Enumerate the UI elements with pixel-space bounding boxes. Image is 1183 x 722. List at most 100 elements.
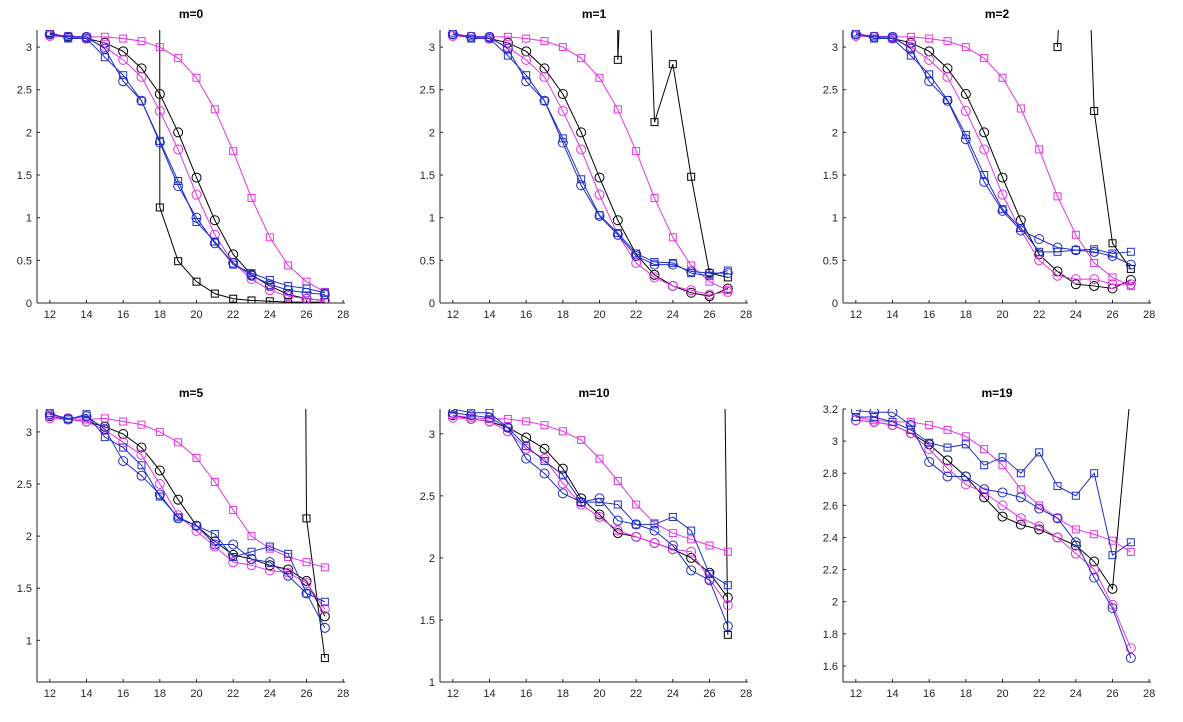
marker-square <box>943 425 952 434</box>
marker-square <box>302 284 311 293</box>
marker-square <box>265 275 274 284</box>
marker-square <box>705 271 714 280</box>
marker-circle <box>1089 274 1100 285</box>
marker-square <box>613 55 622 64</box>
plot-area <box>447 409 733 639</box>
subplot: m=1 0 0.5 1 1.5 2 2.5 3 12 14 16 18 20 22 24 26 28 <box>420 7 753 321</box>
marker-square <box>192 453 201 462</box>
subplot: m=10 1 1.5 2 2.5 3 12 14 16 18 20 22 24 26 28 <box>420 386 753 700</box>
marker-circle <box>44 413 55 424</box>
marker-circle <box>960 479 971 490</box>
marker-square <box>558 43 567 52</box>
marker-square <box>265 542 274 551</box>
marker-circle <box>539 95 550 106</box>
marker-square <box>192 277 201 286</box>
marker-circle <box>154 106 165 117</box>
marker-circle <box>319 289 330 300</box>
marker-circle <box>576 499 587 510</box>
y-tick-label: 0 <box>26 298 32 310</box>
x-tick-label: 16 <box>117 309 129 321</box>
marker-circle <box>173 494 184 505</box>
marker-square <box>82 34 91 43</box>
marker-square <box>687 526 696 535</box>
x-tick-label: 14 <box>80 309 92 321</box>
series-line <box>49 33 326 293</box>
marker-square <box>1108 249 1117 258</box>
marker-square <box>174 257 183 266</box>
subplot: m=19 1.6 1.8 2 2.2 2.4 2.6 2.8 3 3.2 12 14 16 18 20 22 2… <box>823 386 1156 700</box>
marker-square <box>210 289 219 298</box>
x-tick-label: 14 <box>483 309 495 321</box>
marker-square <box>1035 145 1044 154</box>
x-tick-label: 20 <box>593 309 605 321</box>
marker-circle <box>319 611 330 622</box>
marker-square <box>632 520 641 529</box>
marker-square <box>522 71 531 80</box>
marker-square <box>210 530 219 539</box>
marker-square <box>980 171 989 180</box>
marker-square <box>577 54 586 63</box>
marker-square <box>503 51 512 60</box>
marker-square <box>595 498 604 507</box>
marker-circle <box>704 289 715 300</box>
marker-square <box>247 296 256 303</box>
marker-circle <box>521 443 532 454</box>
y-tick-label: 0 <box>832 298 838 310</box>
y-tick-label: 1.6 <box>823 661 838 673</box>
marker-circle <box>1052 513 1063 524</box>
marker-circle <box>722 286 733 297</box>
marker-circle <box>283 564 294 575</box>
x-tick-label: 12 <box>447 688 459 700</box>
marker-circle <box>209 238 220 249</box>
series-line <box>452 33 729 291</box>
marker-circle <box>887 409 898 418</box>
x-tick-label: 14 <box>483 688 495 700</box>
series-line <box>49 33 325 301</box>
marker-square <box>192 521 201 530</box>
marker-circle <box>576 144 587 155</box>
series-line <box>452 414 728 553</box>
x-tick-label: 12 <box>44 309 56 321</box>
y-tick-label: 2 <box>429 553 435 565</box>
marker-circle <box>576 127 587 138</box>
y-tick-label: 3 <box>832 42 838 54</box>
x-tick-label: 24 <box>667 688 679 700</box>
y-tick-label: 2 <box>26 531 32 543</box>
marker-square <box>522 442 531 451</box>
marker-circle <box>649 538 660 549</box>
marker-square <box>448 409 457 413</box>
y-tick-label: 3 <box>26 427 32 439</box>
y-tick-label: 2 <box>832 597 838 609</box>
series-line <box>855 33 1132 266</box>
x-tick-label: 26 <box>703 309 715 321</box>
y-tick-label: 1.8 <box>823 629 838 641</box>
x-tick-label: 26 <box>703 688 715 700</box>
plot-area <box>850 409 1136 663</box>
marker-square <box>302 558 311 567</box>
marker-circle <box>1034 521 1045 532</box>
series-line <box>305 409 326 659</box>
marker-square <box>851 413 860 422</box>
series-line <box>855 33 1132 287</box>
marker-square <box>284 261 293 270</box>
marker-square <box>723 286 732 295</box>
marker-square <box>998 205 1007 214</box>
marker-circle <box>301 588 312 599</box>
marker-square <box>503 414 512 423</box>
marker-circle <box>979 487 990 498</box>
plot-area <box>447 30 733 302</box>
marker-circle <box>136 442 147 453</box>
subplot-title: m=5 <box>179 386 204 400</box>
subplot-title: m=0 <box>179 7 204 21</box>
plot-area <box>44 409 330 663</box>
marker-circle <box>118 54 129 65</box>
marker-circle <box>154 479 165 490</box>
y-tick-label: 2.4 <box>823 532 838 544</box>
marker-square <box>229 552 238 561</box>
marker-circle <box>704 575 715 586</box>
marker-square <box>595 454 604 463</box>
marker-square <box>613 500 622 509</box>
marker-circle <box>997 487 1008 498</box>
marker-circle <box>1125 279 1136 290</box>
